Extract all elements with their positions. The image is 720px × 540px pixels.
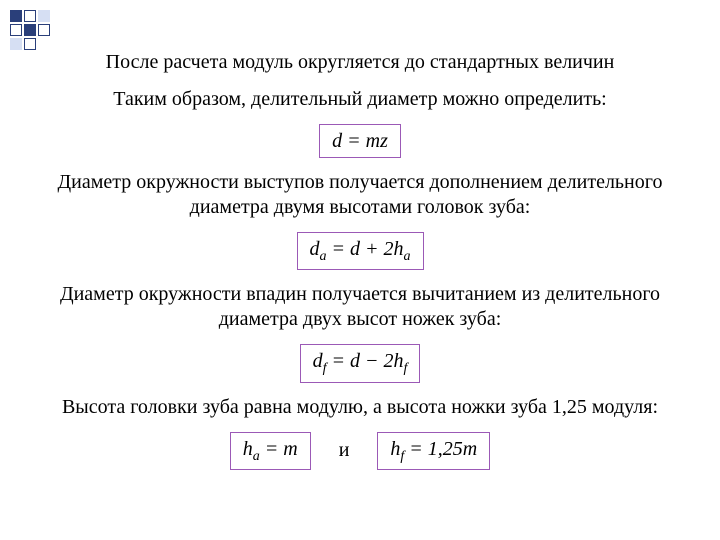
formula-row-ha-hf: ha = m и hf = 1,25m [230, 432, 491, 470]
deco-square [24, 10, 36, 22]
formula-hf: hf = 1,25m [377, 432, 490, 470]
deco-square [38, 24, 50, 36]
deco-square [24, 24, 36, 36]
deco-square [24, 38, 36, 50]
slide-root: После расчета модуль округляется до стан… [0, 0, 720, 540]
paragraph-1: После расчета модуль округляется до стан… [106, 50, 615, 75]
formula-d-mz: d = mz [319, 124, 401, 158]
paragraph-3: Диаметр окружности выступов получается д… [40, 170, 680, 220]
paragraph-4: Диаметр окружности впадин получается выч… [40, 282, 680, 332]
formula-ha: ha = m [230, 432, 311, 470]
paragraph-2: Таким образом, делительный диаметр можно… [113, 87, 607, 112]
formula-da: da = d + 2ha [297, 232, 424, 270]
corner-decoration [10, 10, 50, 50]
deco-square [38, 10, 50, 22]
deco-square [10, 10, 22, 22]
content-column: После расчета модуль округляется до стан… [0, 50, 720, 470]
formula-df: df = d − 2hf [300, 344, 421, 382]
conjunction-and: и [339, 439, 350, 462]
paragraph-5: Высота головки зуба равна модулю, а высо… [62, 395, 658, 420]
deco-square [10, 38, 22, 50]
deco-square [10, 24, 22, 36]
